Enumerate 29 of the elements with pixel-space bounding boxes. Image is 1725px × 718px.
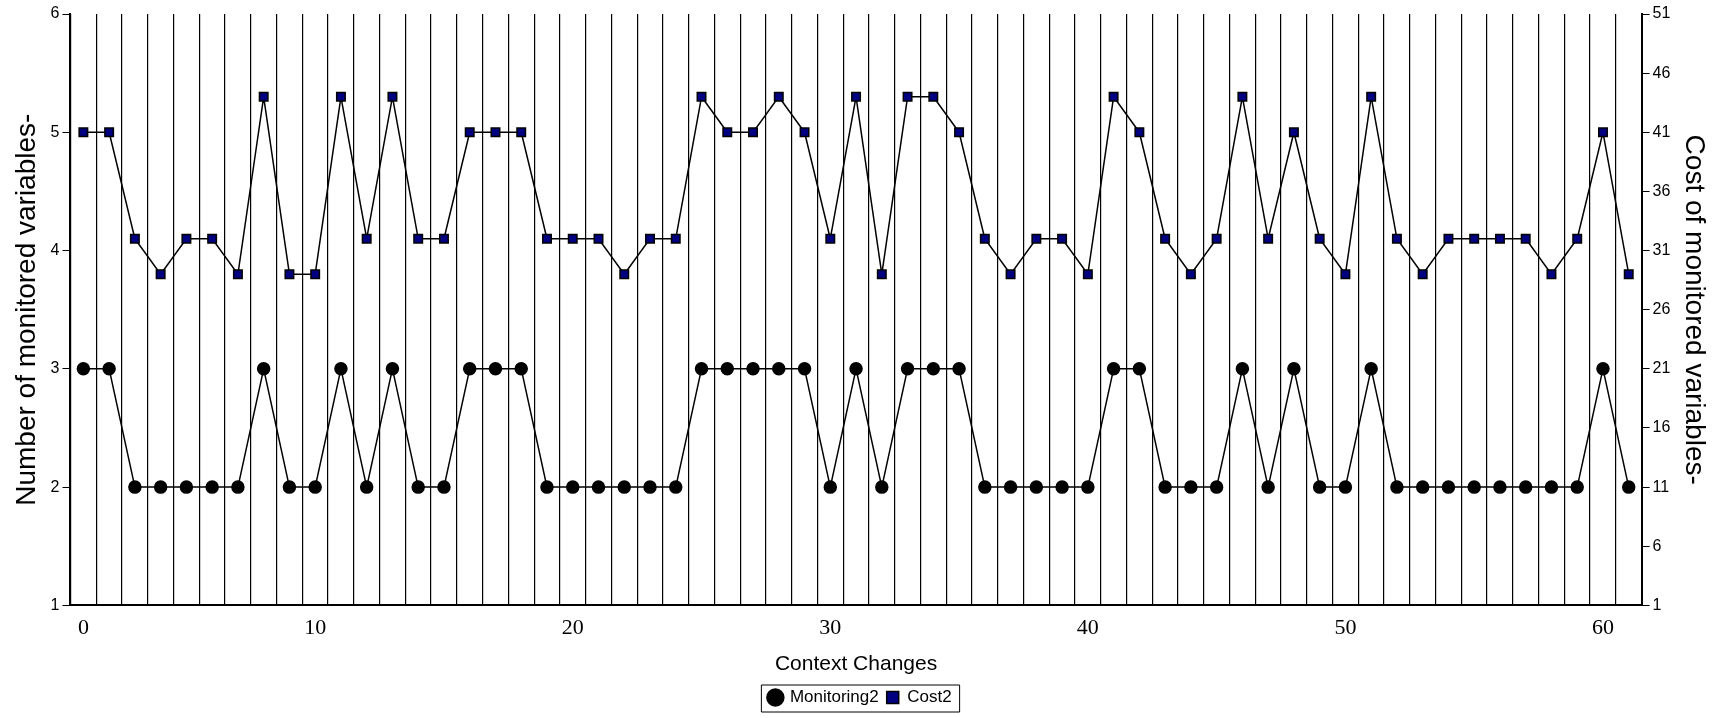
legend-label: Cost2 [907, 687, 952, 707]
y-tick-label: 2 [50, 477, 60, 495]
x-tick-label: 20 [561, 614, 584, 640]
y2-tick-label: 46 [1652, 63, 1671, 81]
y-tick-label: 1 [50, 595, 60, 613]
y2-tick-label: 51 [1652, 4, 1671, 22]
x-tick-label: 40 [1076, 614, 1099, 640]
y-axis-title: Number of monitored variables- [9, 113, 41, 506]
x-tick-label: 10 [304, 614, 327, 640]
y2-tick-label: 41 [1652, 122, 1671, 140]
x-tick-label: 0 [77, 614, 89, 640]
y2-axis-title: Cost of monitored variables- [1680, 134, 1712, 485]
y2-tick-label: 21 [1652, 359, 1671, 377]
x-tick-label: 60 [1591, 614, 1614, 640]
y2-tick-label: 11 [1652, 477, 1670, 495]
x-tick-label: 30 [819, 614, 842, 640]
legend-label: Monitoring2 [789, 687, 879, 707]
y-tick-label: 4 [50, 240, 60, 258]
x-tick-label: 50 [1334, 614, 1357, 640]
y2-tick-label: 36 [1652, 181, 1671, 199]
y-tick-label: 6 [50, 4, 60, 22]
y2-tick-label: 26 [1652, 300, 1671, 318]
y2-tick-label: 16 [1652, 418, 1671, 436]
y-tick-label: 5 [50, 122, 60, 140]
x-axis-title: Context Changes [774, 651, 938, 675]
y-tick-label: 3 [50, 359, 60, 377]
y2-tick-label: 31 [1652, 240, 1671, 258]
y2-tick-label: 1 [1652, 595, 1662, 613]
y2-tick-label: 6 [1652, 536, 1662, 554]
